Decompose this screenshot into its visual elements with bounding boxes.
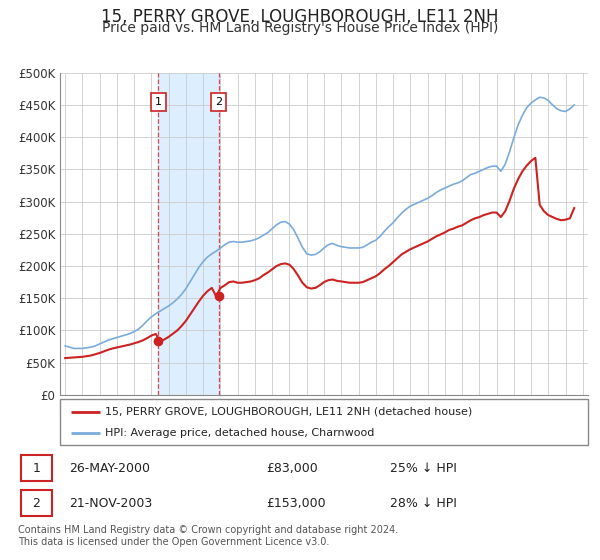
Text: £153,000: £153,000 <box>266 497 326 510</box>
Text: 15, PERRY GROVE, LOUGHBOROUGH, LE11 2NH (detached house): 15, PERRY GROVE, LOUGHBOROUGH, LE11 2NH … <box>105 407 472 417</box>
Text: 25% ↓ HPI: 25% ↓ HPI <box>390 461 457 475</box>
Text: 2: 2 <box>32 497 40 510</box>
Bar <box>158 73 219 395</box>
Text: 1: 1 <box>32 461 40 475</box>
Text: 26-MAY-2000: 26-MAY-2000 <box>69 461 150 475</box>
Text: HPI: Average price, detached house, Charnwood: HPI: Average price, detached house, Char… <box>105 428 374 438</box>
Text: £83,000: £83,000 <box>266 461 318 475</box>
Bar <box>21 455 52 481</box>
Text: 15, PERRY GROVE, LOUGHBOROUGH, LE11 2NH: 15, PERRY GROVE, LOUGHBOROUGH, LE11 2NH <box>101 8 499 26</box>
Text: 28% ↓ HPI: 28% ↓ HPI <box>390 497 457 510</box>
Text: 2: 2 <box>215 97 223 107</box>
Text: Price paid vs. HM Land Registry's House Price Index (HPI): Price paid vs. HM Land Registry's House … <box>102 21 498 35</box>
Text: Contains HM Land Registry data © Crown copyright and database right 2024.
This d: Contains HM Land Registry data © Crown c… <box>18 525 398 547</box>
Text: 21-NOV-2003: 21-NOV-2003 <box>69 497 152 510</box>
Bar <box>21 491 52 516</box>
Text: 1: 1 <box>155 97 162 107</box>
